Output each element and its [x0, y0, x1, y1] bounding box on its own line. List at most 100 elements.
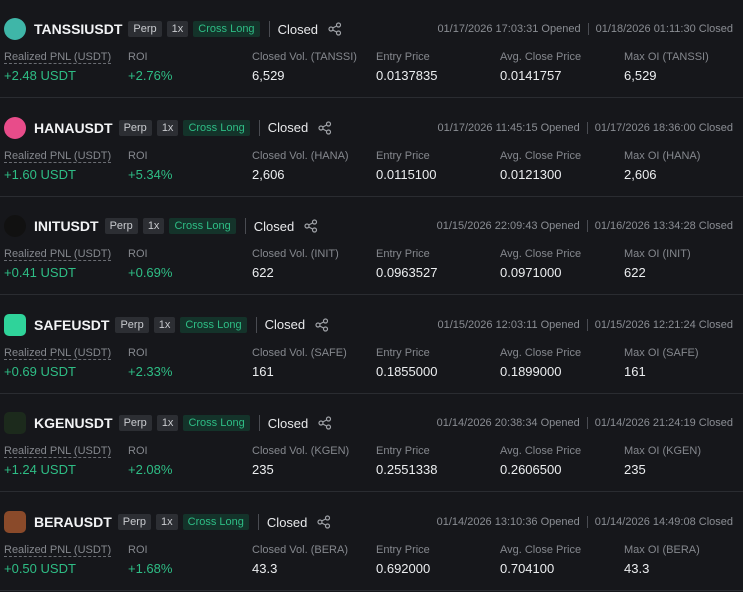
field-label: Realized PNL (USDT) — [4, 346, 112, 360]
field-value: 0.0141757 — [500, 68, 562, 83]
closed-time: 01/16/2026 13:34:28 Closed — [594, 220, 733, 233]
opened-time: 01/17/2026 11:45:15 Opened — [437, 121, 580, 134]
divider — [258, 415, 260, 432]
position-row: INITUSDT Perp 1x Cross Long Closed 01/15/2026… — [0, 197, 743, 296]
field-label: Max OI (BERA) — [624, 544, 700, 556]
field-label: Avg. Close Price — [500, 445, 582, 458]
row-header: SAFEUSDT Perp 1x Cross Long Closed — [4, 313, 329, 336]
field-value: +1.60 USDT — [4, 166, 76, 182]
share-button[interactable] — [317, 515, 331, 529]
tag: Cross Long — [169, 218, 236, 235]
field-label: Max OI (KGEN) — [624, 445, 702, 458]
field-label: Entry Price — [376, 445, 430, 458]
field-label: Entry Price — [376, 346, 430, 359]
field-value: +0.69 USDT — [4, 363, 76, 379]
row-header: KGENUSDT Perp 1x Cross Long Closed — [4, 412, 332, 435]
closed-time: 01/14/2026 21:24:19 Closed — [594, 417, 733, 430]
field-value: 0.2551338 — [376, 462, 438, 478]
position-row: HANAUSDT Perp 1x Cross Long Closed 01/17/2026… — [0, 99, 743, 197]
field-value: 0.0137835 — [376, 68, 438, 83]
coin-icon — [4, 18, 26, 40]
field-label: Closed Vol. (TANSSI) — [252, 51, 357, 63]
dates: 01/14/2026 13:10:36 Opened 01/14/2026 14:… — [437, 516, 733, 528]
row-header: HANAUSDT Perp 1x Cross Long Closed — [4, 116, 332, 139]
tag: 1x — [142, 218, 165, 235]
field-value: 43.3 — [252, 561, 278, 576]
field-label: Max OI (INIT) — [624, 248, 691, 261]
field-value: +2.08% — [128, 462, 173, 478]
row-header: TANSSIUSDT Perp 1x Cross Long Closed — [4, 18, 342, 40]
field-label: Closed Vol. (SAFE) — [252, 346, 347, 359]
field-value: 0.0121300 — [500, 166, 562, 182]
field-label: ROI — [128, 445, 148, 458]
field-label: Max OI (SAFE) — [624, 346, 699, 359]
field-label: ROI — [128, 149, 148, 162]
status: Closed — [266, 514, 308, 530]
field-label: Entry Price — [376, 51, 430, 63]
tag: 1x — [153, 316, 176, 333]
field-label: Closed Vol. (INIT) — [252, 248, 339, 261]
field-value: +1.68% — [128, 561, 173, 576]
tag: Perp — [117, 514, 152, 530]
tag: Cross Long — [183, 119, 250, 136]
symbol: KGENUSDT — [34, 415, 113, 432]
field-value: 0.0971000 — [500, 265, 562, 281]
field-value: +5.34% — [128, 166, 173, 182]
symbol: SAFEUSDT — [34, 316, 110, 333]
divider — [255, 316, 257, 333]
tag: Cross Long — [183, 415, 250, 432]
closed-time: 01/15/2026 12:21:24 Closed — [594, 318, 733, 331]
share-button[interactable] — [318, 416, 332, 430]
share-button[interactable] — [315, 318, 329, 332]
tag: Perp — [104, 218, 138, 235]
divider — [258, 119, 260, 136]
closed-time: 01/17/2026 18:36:00 Closed — [594, 121, 733, 134]
divider — [586, 318, 588, 331]
tag: Cross Long — [182, 514, 249, 530]
divider — [586, 516, 588, 528]
divider — [587, 23, 589, 35]
tag: Perp — [118, 415, 152, 432]
field-label: ROI — [128, 544, 148, 556]
field-label: ROI — [128, 346, 148, 359]
symbol: INITUSDT — [34, 218, 99, 235]
field-value: 2,606 — [252, 166, 285, 182]
tag: Perp — [118, 119, 152, 136]
opened-time: 01/14/2026 20:38:34 Opened — [436, 417, 580, 430]
field-label: Entry Price — [376, 149, 430, 162]
field-label: Avg. Close Price — [500, 346, 582, 359]
row-header: INITUSDT Perp 1x Cross Long Closed — [4, 215, 318, 238]
symbol: BERAUSDT — [34, 514, 112, 530]
divider — [586, 220, 588, 233]
share-button[interactable] — [328, 22, 342, 36]
divider — [268, 21, 270, 37]
dates: 01/15/2026 22:09:43 Opened 01/16/2026 13:… — [437, 220, 733, 233]
coin-icon — [4, 215, 26, 238]
field-label: Avg. Close Price — [500, 544, 582, 556]
tag: 1x — [156, 119, 179, 136]
dates: 01/17/2026 11:45:15 Opened 01/17/2026 18:… — [437, 121, 733, 134]
field-value: 2,606 — [624, 166, 657, 182]
field-value: +0.69% — [128, 265, 173, 281]
opened-time: 01/17/2026 17:03:31 Opened — [437, 23, 581, 35]
field-label: Entry Price — [376, 544, 430, 556]
tag: 1x — [156, 514, 178, 530]
field-value: 0.0963527 — [376, 265, 438, 281]
coin-icon — [4, 116, 26, 139]
opened-time: 01/14/2026 13:10:36 Opened — [436, 516, 580, 528]
position-row: KGENUSDT Perp 1x Cross Long Closed 01/14/2026… — [0, 394, 743, 493]
field-label: ROI — [128, 248, 148, 261]
field-value: +2.48 USDT — [4, 68, 76, 83]
status: Closed — [267, 415, 309, 431]
tag: 1x — [166, 21, 189, 37]
field-label: Closed Vol. (KGEN) — [252, 445, 350, 458]
field-value: +2.33% — [128, 363, 173, 379]
field-value: 161 — [624, 363, 646, 379]
field-label: Realized PNL (USDT) — [4, 248, 112, 262]
field-value: 235 — [252, 462, 274, 478]
field-label: Realized PNL (USDT) — [4, 51, 112, 64]
share-button[interactable] — [304, 219, 318, 233]
share-button[interactable] — [318, 120, 332, 135]
field-label: Max OI (TANSSI) — [624, 51, 709, 63]
